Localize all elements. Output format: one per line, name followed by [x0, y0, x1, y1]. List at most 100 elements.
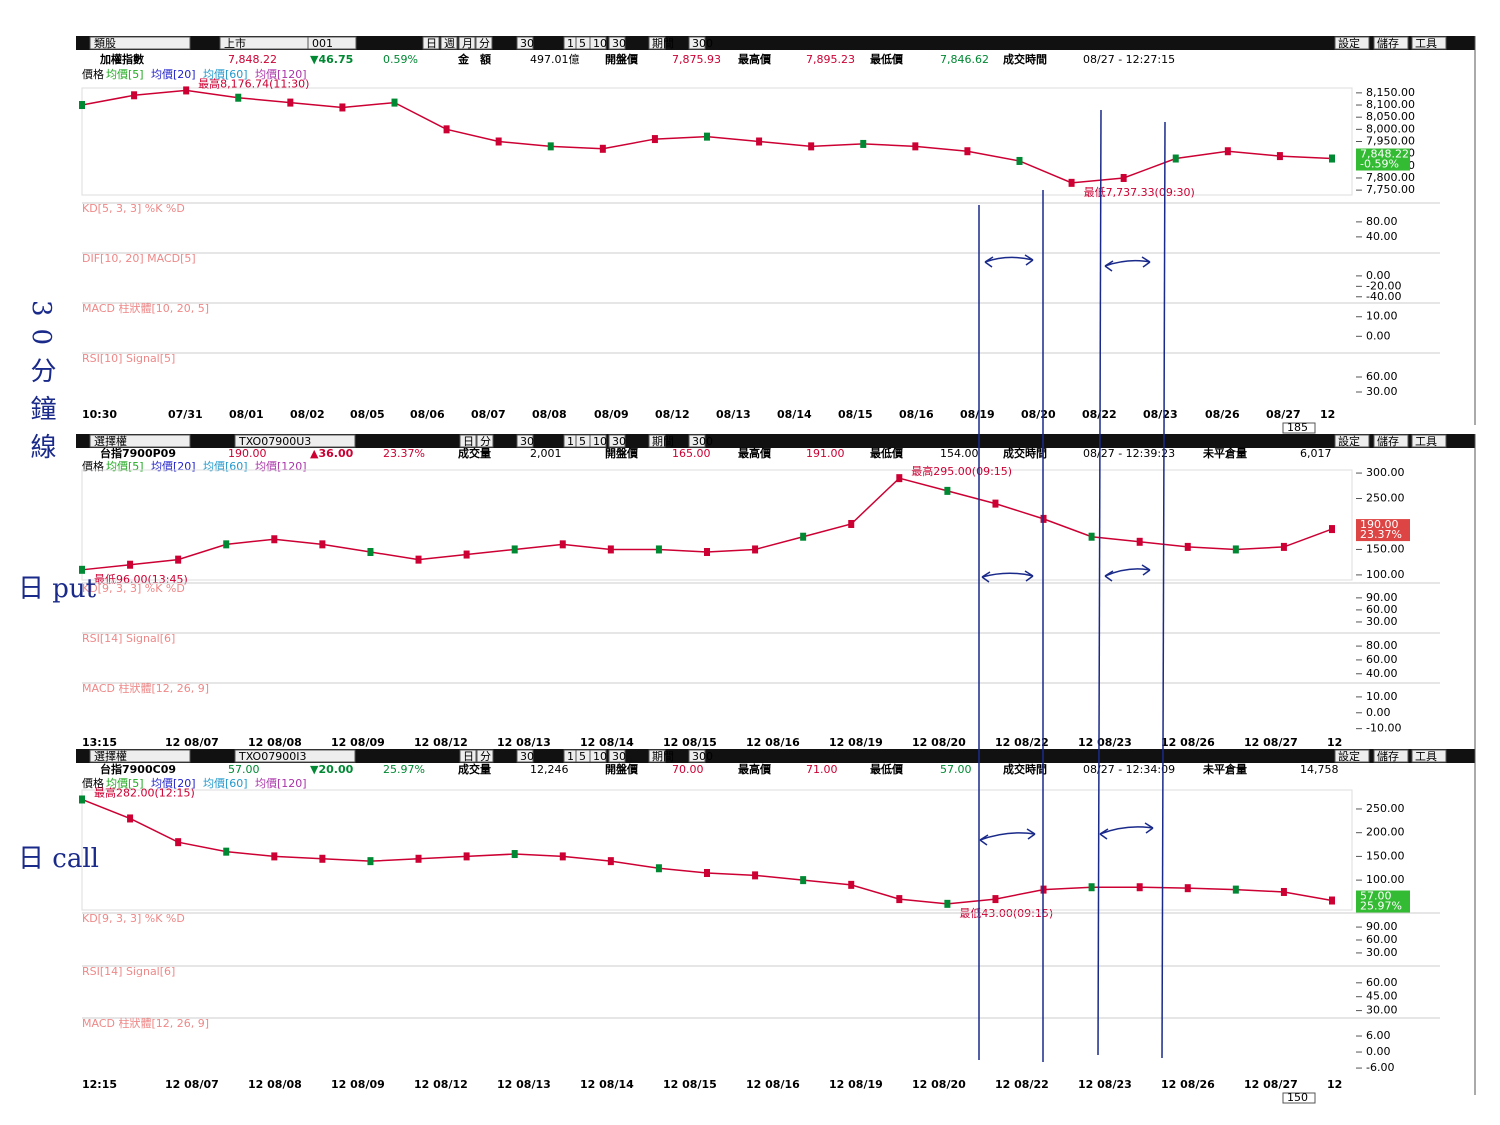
toolbar-label[interactable]: 日: [426, 37, 437, 50]
toolbar-button[interactable]: [516, 749, 534, 763]
toolbar-label[interactable]: 上市: [224, 36, 246, 50]
arrow: [979, 828, 1036, 846]
toolbar-label[interactable]: 設定: [1338, 36, 1360, 50]
toolbar-label[interactable]: 日: [463, 435, 474, 448]
toolbar-label[interactable]: 分: [480, 750, 491, 763]
toolbar-button[interactable]: [89, 36, 191, 50]
toolbar-button[interactable]: [589, 434, 607, 448]
toolbar-label[interactable]: 分: [480, 435, 491, 448]
toolbar-button[interactable]: [458, 36, 476, 50]
toolbar-button[interactable]: [440, 36, 458, 50]
toolbar-button[interactable]: [688, 36, 706, 50]
toolbar-button[interactable]: [589, 749, 607, 763]
toolbar-label[interactable]: 5: [579, 435, 586, 448]
toolbar-button[interactable]: [459, 749, 477, 763]
toolbar-label[interactable]: 30: [520, 750, 534, 763]
toolbar-button[interactable]: [688, 749, 706, 763]
toolbar-label[interactable]: 期間: [652, 37, 674, 50]
toolbar-button[interactable]: [234, 434, 356, 448]
toolbar-label[interactable]: 1: [567, 750, 574, 763]
toolbar-button[interactable]: [89, 749, 191, 763]
toolbar-label[interactable]: 日: [463, 750, 474, 763]
badge-text: 57.00: [1360, 890, 1392, 903]
panels: 類股 上市 001 日週月分 30 1 5 10 30 期間 300 設定 儲存 工具加權指數 7,848.…: [76, 36, 1476, 1104]
toolbar-button[interactable]: [1373, 749, 1409, 763]
toolbar-button[interactable]: [475, 36, 493, 50]
toolbar-label[interactable]: 10: [593, 435, 607, 448]
toolbar-button[interactable]: [89, 434, 191, 448]
toolbar-button[interactable]: [608, 36, 626, 50]
price-area: [81, 789, 1353, 911]
candle: [752, 545, 759, 554]
candle: [848, 519, 855, 528]
toolbar-button[interactable]: [1411, 36, 1447, 50]
toolbar-label[interactable]: TXO07900I3: [238, 750, 306, 763]
scroll-box[interactable]: [1282, 1092, 1316, 1104]
toolbar-label[interactable]: 30: [612, 37, 626, 50]
toolbar-label[interactable]: 工具: [1415, 750, 1437, 763]
toolbar-button[interactable]: [1334, 749, 1370, 763]
toolbar-label[interactable]: 300: [692, 750, 713, 763]
toolbar-button[interactable]: [1373, 434, 1409, 448]
y-tick-label: 7,800.00: [1366, 171, 1415, 184]
toolbar-button[interactable]: [648, 434, 666, 448]
toolbar-button[interactable]: [476, 434, 494, 448]
scroll-value: 185: [1287, 421, 1308, 434]
toolbar-label[interactable]: 30: [520, 435, 534, 448]
toolbar-label[interactable]: 5: [579, 37, 586, 50]
toolbar-button[interactable]: [1373, 36, 1409, 50]
toolbar-button[interactable]: [516, 434, 534, 448]
toolbar-button[interactable]: [648, 749, 666, 763]
toolbar-label[interactable]: 300: [692, 435, 713, 448]
toolbar-label[interactable]: 001: [312, 37, 333, 50]
toolbar-button[interactable]: [608, 749, 626, 763]
toolbar-button[interactable]: [589, 36, 607, 50]
toolbar-label[interactable]: 期間: [652, 435, 674, 448]
toolbar-label[interactable]: 週: [444, 37, 455, 50]
toolbar-button[interactable]: [476, 749, 494, 763]
toolbar-label[interactable]: 1: [567, 37, 574, 50]
toolbar-label[interactable]: 30: [520, 37, 534, 50]
toolbar-label[interactable]: 月: [462, 37, 473, 50]
scroll-box[interactable]: [1282, 422, 1316, 434]
toolbar-label[interactable]: 工具: [1415, 37, 1437, 50]
toolbar-label[interactable]: 設定: [1338, 434, 1360, 448]
toolbar-button[interactable]: [516, 36, 534, 50]
toolbar-label[interactable]: 10: [593, 37, 607, 50]
toolbar-button[interactable]: [307, 36, 357, 50]
toolbar-label[interactable]: 1: [567, 435, 574, 448]
toolbar-button[interactable]: [608, 434, 626, 448]
toolbar-label[interactable]: 儲存: [1377, 434, 1399, 448]
toolbar-label[interactable]: 選擇權: [94, 434, 127, 448]
toolbar-button[interactable]: [648, 36, 666, 50]
toolbar-button[interactable]: [688, 434, 706, 448]
toolbar-label[interactable]: 工具: [1415, 435, 1437, 448]
toolbar-label[interactable]: TXO07900U3: [238, 435, 311, 448]
low-note: 最低7,737.33(09:30): [1084, 186, 1195, 199]
toolbar-button[interactable]: [1334, 434, 1370, 448]
toolbar-label[interactable]: 類股: [94, 37, 116, 50]
candle: [127, 560, 134, 569]
toolbar-label[interactable]: 選擇權: [94, 749, 127, 763]
toolbar-label[interactable]: 30: [612, 750, 626, 763]
x-tick-label: 08/19: [960, 408, 995, 421]
y-tick-label: 8,100.00: [1366, 98, 1415, 111]
toolbar-button[interactable]: [459, 434, 477, 448]
toolbar-label[interactable]: 5: [579, 750, 586, 763]
toolbar-button[interactable]: [422, 36, 440, 50]
toolbar-label[interactable]: 10: [593, 750, 607, 763]
toolbar-label[interactable]: 分: [479, 37, 490, 50]
x-tick-label: 12 08/26: [1161, 736, 1215, 749]
toolbar-button[interactable]: [1334, 36, 1370, 50]
toolbar-label[interactable]: 30: [612, 435, 626, 448]
toolbar-button[interactable]: [1411, 434, 1447, 448]
toolbar-button[interactable]: [1411, 749, 1447, 763]
toolbar-label[interactable]: 300: [692, 37, 713, 50]
toolbar-label[interactable]: 設定: [1338, 749, 1360, 763]
y-tick-label: 90.00: [1366, 591, 1398, 604]
toolbar-button[interactable]: [234, 749, 356, 763]
toolbar-label[interactable]: 儲存: [1377, 36, 1399, 50]
toolbar-label[interactable]: 期間: [652, 750, 674, 763]
toolbar-label[interactable]: 儲存: [1377, 749, 1399, 763]
info-text: ▲36.00: [310, 447, 354, 460]
